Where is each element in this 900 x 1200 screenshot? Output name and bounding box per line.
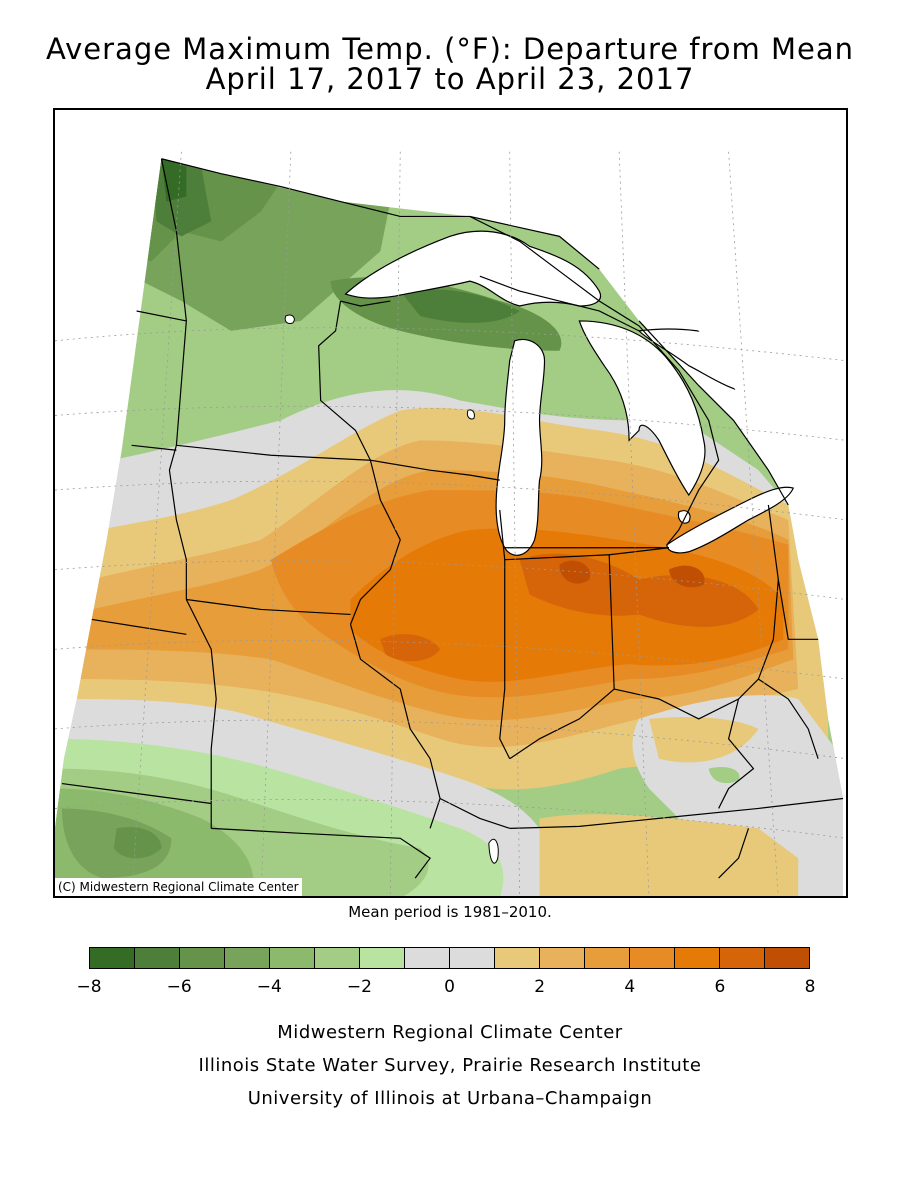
graticule — [55, 151, 846, 896]
legend-label: 8 — [804, 977, 816, 997]
mean-period-note: Mean period is 1981–2010. — [348, 903, 552, 921]
legend-color-box — [405, 948, 450, 968]
map-title-line2: April 17, 2017 to April 23, 2017 — [205, 62, 695, 96]
state-boundaries — [61, 158, 844, 879]
copyright-label: (C) Midwestern Regional Climate Center — [55, 878, 302, 896]
legend-color-box — [360, 948, 405, 968]
legend-color-box — [675, 948, 720, 968]
legend-label: −2 — [346, 977, 372, 997]
islands — [284, 314, 499, 864]
map-frame — [53, 108, 848, 898]
legend-color-box — [90, 948, 135, 968]
legend-label: 2 — [534, 977, 546, 997]
legend-color-box — [225, 948, 270, 968]
great-lakes — [344, 230, 795, 556]
canada-land — [55, 110, 846, 496]
legend-color-box — [315, 948, 360, 968]
legend-color-box — [630, 948, 675, 968]
legend-color-box — [450, 948, 495, 968]
legend-color-box — [135, 948, 180, 968]
legend-color-box — [540, 948, 585, 968]
legend-color-box — [180, 948, 225, 968]
legend-color-box — [270, 948, 315, 968]
legend-color-box — [720, 948, 765, 968]
legend-label: −4 — [256, 977, 282, 997]
legend-label: 6 — [714, 977, 726, 997]
footer-line2: Illinois State Water Survey, Prairie Res… — [198, 1055, 702, 1076]
temperature-departure-map — [55, 110, 846, 896]
legend-label: 4 — [624, 977, 636, 997]
legend-label: −8 — [76, 977, 102, 997]
legend-color-box — [495, 948, 540, 968]
legend-color-box — [765, 948, 809, 968]
footer-line3: University of Illinois at Urbana–Champai… — [247, 1088, 653, 1109]
legend-label: −6 — [166, 977, 192, 997]
color-legend-bar — [89, 947, 810, 969]
footer-line1: Midwestern Regional Climate Center — [277, 1022, 623, 1043]
legend-label: 0 — [444, 977, 455, 997]
map-title-line1: Average Maximum Temp. (°F): Departure fr… — [45, 32, 855, 66]
legend-color-box — [585, 948, 630, 968]
